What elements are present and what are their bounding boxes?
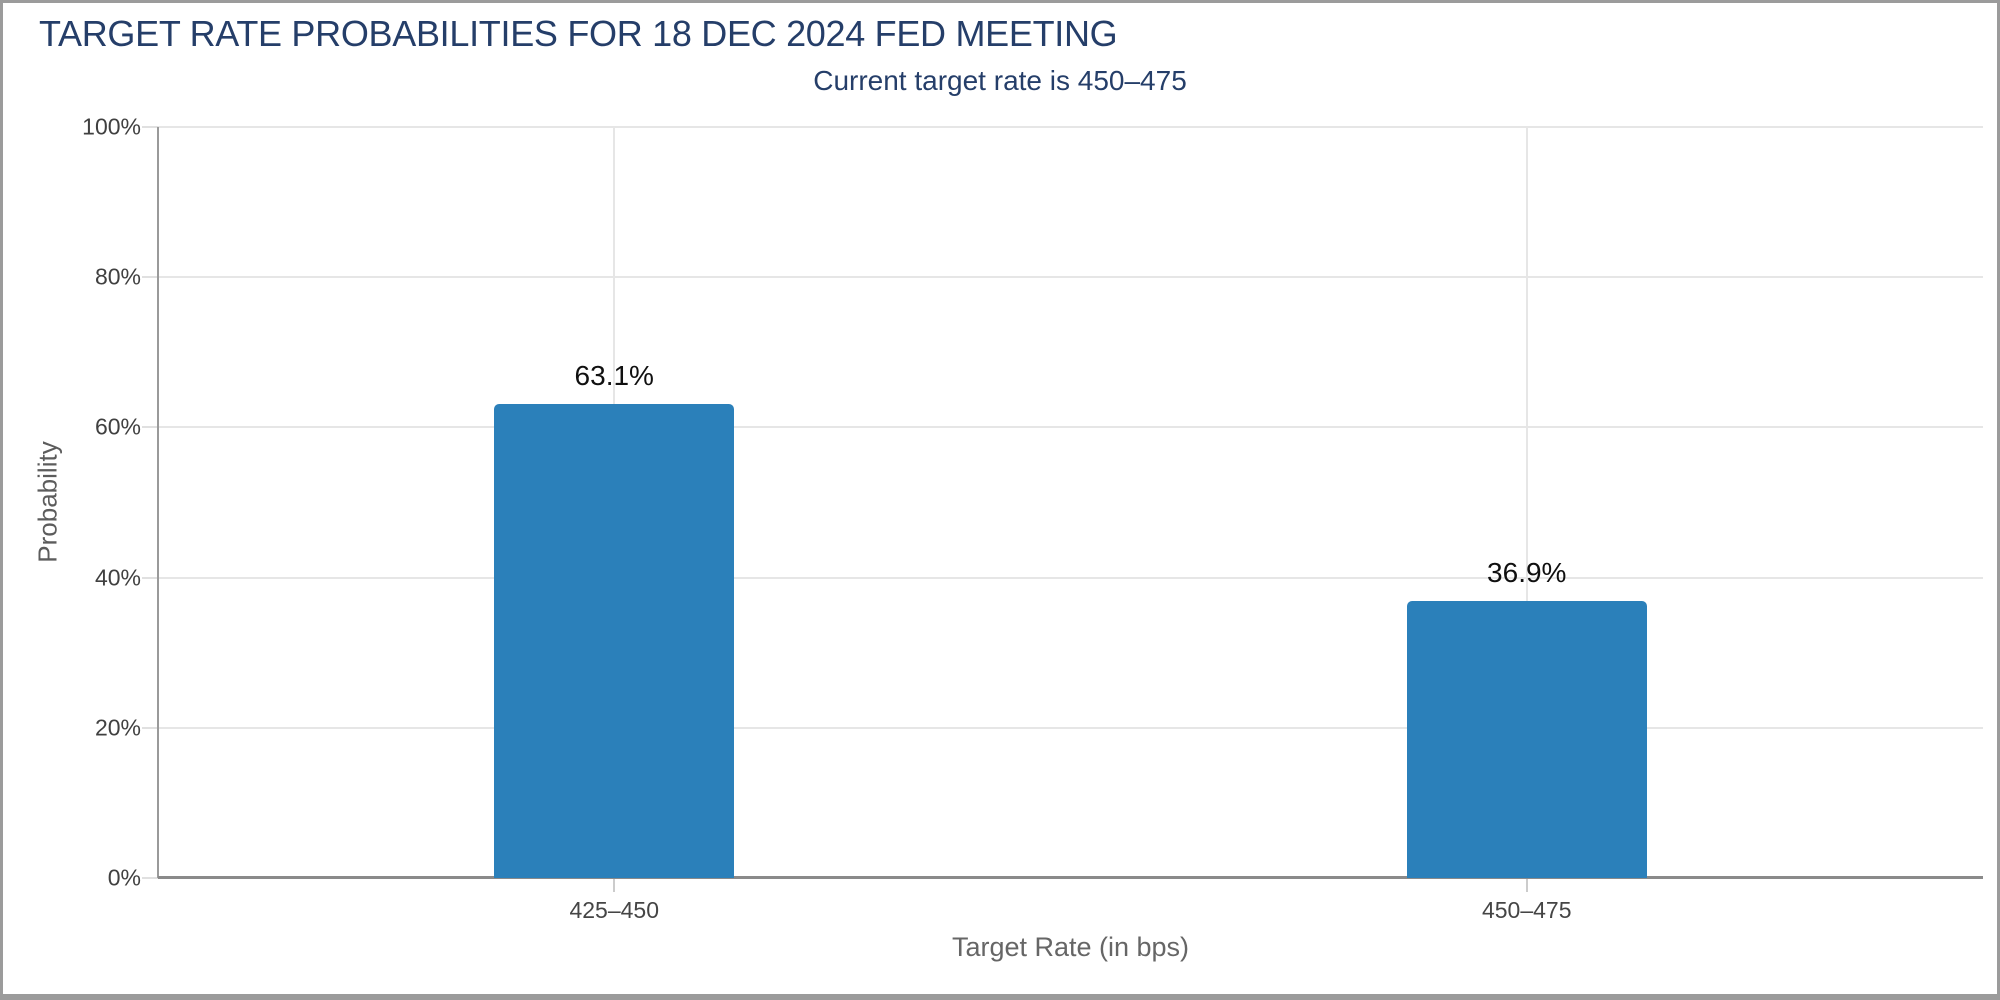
- gridline-60: [158, 426, 1983, 429]
- chart-title: TARGET RATE PROBABILITIES FOR 18 DEC 202…: [39, 13, 1118, 54]
- x-tick-2: [1525, 879, 1528, 892]
- gridline-20: [158, 726, 1983, 729]
- gridline-40: [158, 576, 1983, 579]
- y-tick-0: [142, 877, 158, 879]
- bar-450–475[interactable]: [1406, 600, 1647, 878]
- y-tick-40: [142, 576, 158, 579]
- bar-value-label: 36.9%: [1487, 556, 1567, 588]
- y-tick-label: 0%: [107, 864, 141, 891]
- y-tick-label: 60%: [94, 413, 141, 440]
- plot-area: Target Rate (in bps) 0% 20% 40% 60% 80% 100% 6…: [82, 114, 1983, 962]
- gridline-80: [158, 276, 1983, 279]
- x-tick-label: 450–475: [1481, 897, 1572, 923]
- chart-subtitle: Current target rate is 450–475: [813, 65, 1187, 96]
- bar-value-label: 63.1%: [574, 360, 654, 392]
- y-tick-label: 100%: [82, 113, 141, 140]
- x-tick-1: [613, 879, 616, 892]
- y-tick-20: [142, 726, 158, 729]
- gridline-100: [158, 126, 1983, 128]
- y-tick-80: [142, 276, 158, 279]
- x-axis-line: [158, 876, 1983, 879]
- y-tick-label: 20%: [94, 714, 141, 741]
- x-tick-label: 425–450: [569, 897, 660, 923]
- y-axis-line: [157, 127, 159, 878]
- vertical-gridline-2: [1525, 127, 1528, 878]
- y-tick-label: 40%: [94, 564, 141, 591]
- y-tick-label: 80%: [94, 263, 141, 290]
- x-axis-title: Target Rate (in bps): [951, 932, 1190, 962]
- y-tick-60: [142, 426, 158, 429]
- bar-425–450[interactable]: [494, 404, 735, 878]
- y-axis-title: Probability: [32, 441, 63, 563]
- y-tick-100: [142, 126, 158, 128]
